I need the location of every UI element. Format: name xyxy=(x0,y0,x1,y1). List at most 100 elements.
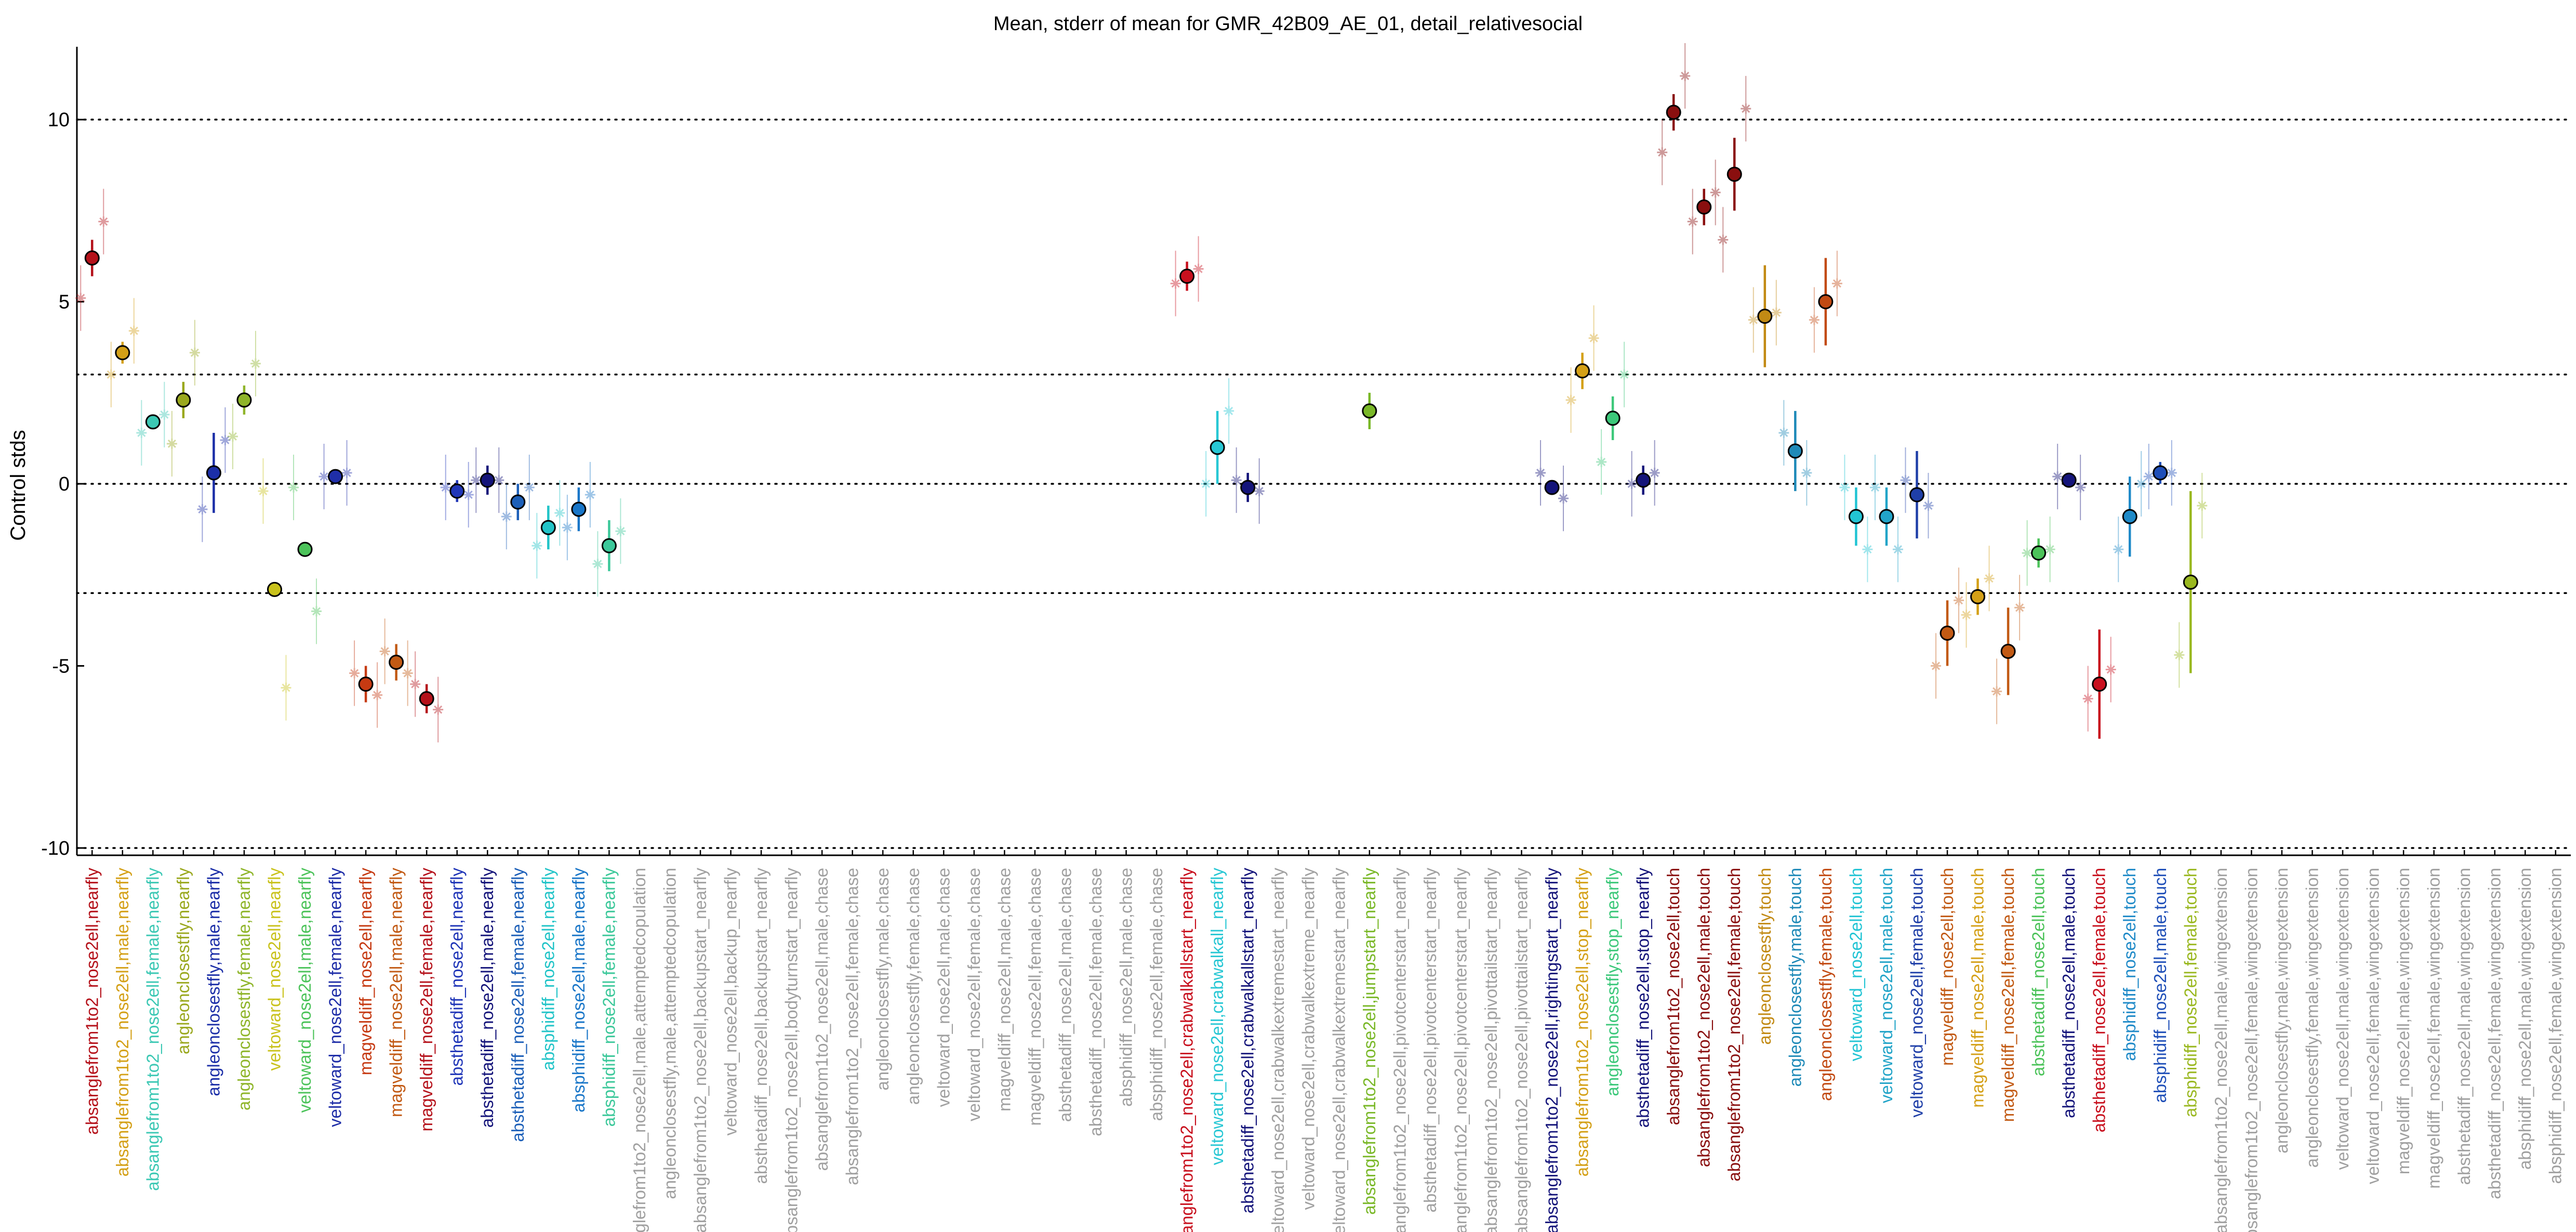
sub-series-marker xyxy=(1596,429,1607,495)
sub-star-line xyxy=(616,527,625,536)
sub-series-marker xyxy=(128,298,139,364)
x-tick-label: magveldiff_nose2ell,female,chase xyxy=(1025,868,1044,1126)
sub-star-line xyxy=(1566,395,1575,404)
sub-star-line xyxy=(373,691,382,699)
sub-star-line xyxy=(1536,468,1545,478)
sub-series-marker xyxy=(501,484,512,550)
data-point-group xyxy=(258,458,291,721)
sub-series-marker xyxy=(1224,378,1234,444)
data-point-group xyxy=(2022,516,2055,586)
sub-star-line xyxy=(289,483,298,492)
sub-series-marker xyxy=(1741,76,1751,142)
mean-marker xyxy=(236,392,252,408)
sub-star-line xyxy=(563,523,572,532)
x-axis-ticks: absanglefrom1to2_nose2ell,nearfly absangl… xyxy=(82,850,2565,1232)
sub-star-line xyxy=(1772,308,1781,317)
mean-marker xyxy=(2092,677,2107,692)
sub-series-marker xyxy=(1626,451,1637,517)
data-point-group xyxy=(1839,455,1873,582)
sub-star-line xyxy=(1658,148,1667,157)
data-point-group xyxy=(532,480,565,579)
sub-series-marker xyxy=(1558,466,1569,532)
sub-series-marker xyxy=(2014,575,2025,641)
x-tick-label: angleonclosestfly,female,touch xyxy=(1816,868,1835,1101)
x-tick-label: absthetadiff_nose2ell,female,nearfly xyxy=(508,868,527,1142)
sub-series-marker xyxy=(1869,455,1880,521)
sub-star-line xyxy=(289,483,298,492)
x-tick-label: veltoward_nose2ell,female,touch xyxy=(1907,868,1926,1118)
data-point-group xyxy=(501,455,535,550)
sub-series-marker xyxy=(562,495,573,561)
sub-star-line xyxy=(2106,665,2115,674)
x-tick-label: absthetadiff_nose2ell,backupstart_nearfl… xyxy=(751,868,771,1184)
sub-series-marker xyxy=(1710,160,1721,226)
sub-series-marker xyxy=(189,320,200,386)
sub-series-marker xyxy=(1954,567,1964,633)
mean-marker xyxy=(449,483,465,499)
sub-star-line xyxy=(563,523,572,532)
x-tick-label: absanglefrom1to2_nose2ell,rightingstart_… xyxy=(1542,868,1561,1232)
sub-star-line xyxy=(1833,279,1841,288)
sub-star-line xyxy=(190,348,199,357)
sub-star-line xyxy=(1954,596,1963,605)
sub-star-line xyxy=(2167,468,2176,478)
sub-series-marker xyxy=(2105,637,2116,703)
sub-star-line xyxy=(1749,315,1758,324)
sub-star-line xyxy=(1194,264,1203,273)
mean-marker xyxy=(2153,465,2168,481)
mean-marker xyxy=(2000,643,2016,659)
sub-star-line xyxy=(228,432,237,441)
sub-series-marker xyxy=(1771,280,1782,346)
sub-star-line xyxy=(441,483,450,492)
sub-series-marker xyxy=(250,330,261,396)
sub-series-marker xyxy=(2143,443,2154,510)
x-tick-label: absanglefrom1to2_nose2ell,female,nearfly xyxy=(143,868,162,1191)
sub-star-line xyxy=(312,607,321,616)
sub-star-line xyxy=(403,669,412,678)
sub-star-line xyxy=(76,294,85,302)
sub-series-marker xyxy=(1991,658,2002,724)
x-tick-label: angleonclosestfly,female,nearfly xyxy=(234,868,254,1111)
sub-series-marker xyxy=(471,447,482,513)
x-tick-label: magveldiff_nose2ell,male,nearfly xyxy=(387,868,406,1117)
x-tick-label: absanglefrom1to2_nose2ell,pivotcentersta… xyxy=(1390,868,1409,1232)
sub-star-line xyxy=(464,491,473,499)
sub-series-marker xyxy=(1748,287,1759,353)
sub-star-line xyxy=(2198,501,2207,510)
sub-star-line xyxy=(1171,279,1180,288)
sub-star-line xyxy=(1985,574,1994,583)
mean-marker xyxy=(1696,199,1712,215)
x-tick-label: absthetadiff_nose2ell,male,chase xyxy=(1055,868,1074,1122)
reference-lines xyxy=(76,118,2572,849)
sub-star-line xyxy=(1681,72,1690,81)
y-tick-label: -5 xyxy=(52,656,70,678)
x-tick-label: absphidiff_nose2ell,male,touch xyxy=(2150,868,2170,1103)
sub-star-line xyxy=(464,491,473,499)
sub-star-line xyxy=(1589,334,1598,342)
data-point-group xyxy=(2113,451,2147,582)
sub-star-line xyxy=(198,505,207,514)
mean-marker xyxy=(1179,269,1195,284)
x-tick-label: absphidiff_nose2ell,female,wingextension xyxy=(2546,868,2565,1184)
mean-marker xyxy=(297,541,313,557)
sub-star-line xyxy=(1954,596,1963,605)
sub-star-line xyxy=(129,326,138,335)
x-tick-label: absthetadiff_nose2ell,stop_nearfly xyxy=(1634,868,1653,1128)
x-tick-label: angleonclosestfly,male,wingextension xyxy=(2272,868,2291,1154)
sub-star-line xyxy=(1962,611,1971,619)
x-tick-label: absthetadiff_nose2ell,pivotcenterstart_n… xyxy=(1420,868,1440,1213)
data-point-group xyxy=(1718,76,1751,273)
y-tick-label: -10 xyxy=(41,838,70,859)
x-tick-label: absthetadiff_nose2ell,male,wingextension xyxy=(2454,868,2474,1185)
sub-star-line xyxy=(1620,370,1629,379)
x-tick-label: veltoward_nose2ell,crabwalkextremestart_… xyxy=(1268,868,1287,1232)
x-tick-label: magveldiff_nose2ell,female,nearfly xyxy=(417,868,436,1132)
x-tick-label: absthetadiff_nose2ell,crabwalkallstart_n… xyxy=(1238,868,1257,1214)
y-tick-label: 0 xyxy=(59,473,70,495)
sub-series-marker xyxy=(2075,455,2086,521)
sub-star-line xyxy=(2046,545,2054,554)
x-tick-label: angleonclosestfly,nearfly xyxy=(174,868,193,1054)
sub-series-marker xyxy=(1254,458,1265,524)
sub-series-marker xyxy=(1193,236,1204,302)
sub-series-marker xyxy=(1961,582,1972,648)
